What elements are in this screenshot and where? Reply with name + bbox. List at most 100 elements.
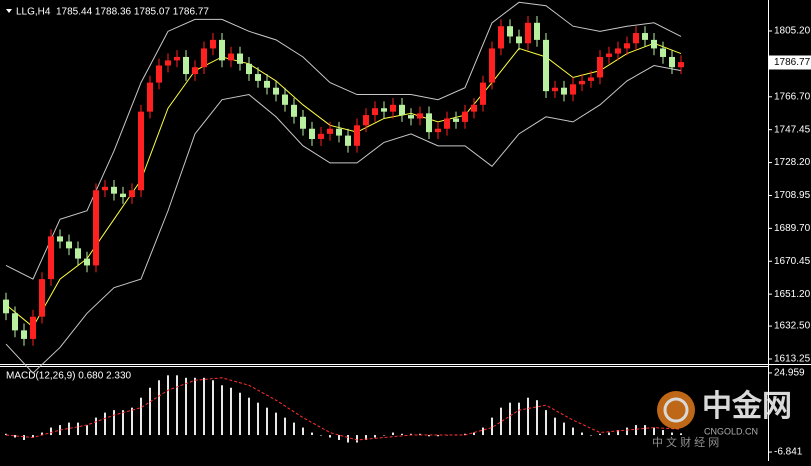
histogram-bar [383, 435, 385, 436]
histogram-bar [545, 410, 547, 436]
candle-body [336, 128, 342, 136]
candle-body [606, 53, 612, 57]
candle-body [75, 248, 81, 259]
y-tick-label: 1689.70 [774, 223, 811, 234]
site: CNGOLD.CN [704, 426, 758, 436]
candle-body [237, 53, 243, 64]
histogram-bar [14, 435, 16, 438]
candle-body [399, 104, 405, 116]
logo-mark [663, 397, 689, 423]
candle-body [660, 48, 666, 57]
candle-body [318, 133, 324, 139]
y-tick-label: 1747.45 [774, 124, 811, 135]
candle-body [507, 26, 513, 37]
histogram-bar [401, 433, 403, 436]
histogram-bar [239, 392, 241, 436]
candle-body [84, 258, 90, 266]
candle-body [381, 108, 387, 112]
candle-body [435, 128, 441, 133]
histogram-bar [95, 417, 97, 436]
histogram-bar [527, 397, 529, 436]
histogram-bar [140, 397, 142, 436]
candle-body [345, 135, 351, 146]
histogram-bar [266, 407, 268, 436]
histogram-bar [41, 432, 43, 436]
candle-body [66, 241, 72, 249]
y-tick-label: 1805.20 [774, 26, 811, 37]
y-tick-label: 1613.25 [774, 354, 811, 365]
overlay-line [5, 64, 682, 374]
histogram-bar [257, 402, 259, 436]
histogram-bar [68, 422, 70, 436]
candle-body [165, 60, 171, 66]
candle-body [3, 299, 9, 314]
histogram-bar [554, 417, 556, 436]
histogram-bar [347, 435, 349, 443]
candle-body [543, 39, 549, 92]
candle-body [516, 36, 522, 44]
histogram-bar [410, 433, 412, 436]
candle-body [489, 48, 495, 83]
candle-body [21, 330, 27, 339]
y-tick-label: 1670.45 [774, 256, 811, 267]
candle-body [354, 125, 360, 146]
histogram-bar [599, 433, 601, 436]
candle-body [102, 186, 108, 191]
histogram-bar [23, 435, 25, 441]
candle-body [30, 316, 36, 339]
price-marker [769, 55, 811, 70]
candle-body [372, 108, 378, 116]
candle-body [498, 26, 504, 49]
candle-body [534, 22, 540, 40]
histogram-bar [194, 377, 196, 436]
histogram-bar [149, 387, 151, 436]
histogram-bar [563, 422, 565, 436]
y-tick-label: -6.841 [774, 447, 803, 458]
candle-body [561, 87, 567, 95]
y-tick-label: 1632.50 [774, 321, 811, 332]
histogram-bar [122, 410, 124, 436]
histogram-bar [167, 375, 169, 436]
price-marker-label: 1786.77 [774, 57, 811, 68]
signal-line [5, 377, 682, 441]
histogram-bar [626, 427, 628, 436]
chart-subtitle: 1785.44 1788.36 1785.07 1786.77 [56, 7, 209, 18]
histogram-bar [293, 422, 295, 436]
candle-body [642, 33, 648, 40]
candle-body [588, 77, 594, 81]
candle-body [174, 56, 180, 61]
overlay-line [5, 42, 682, 328]
histogram-bar [212, 380, 214, 436]
histogram-bar [662, 430, 664, 436]
candle-body [39, 279, 45, 317]
histogram-bar [419, 433, 421, 436]
histogram-bar [275, 412, 277, 436]
histogram-bar [482, 427, 484, 436]
tagline: 中 文 财 经 网 [652, 435, 719, 449]
y-tick-label: 1708.95 [774, 190, 811, 201]
histogram-bar [203, 377, 205, 436]
histogram-bar [248, 397, 250, 436]
histogram-bar [5, 433, 7, 436]
y-tick-label: 1728.20 [774, 157, 811, 168]
histogram-bar [113, 410, 115, 436]
candle-body [183, 56, 189, 75]
histogram-bar [464, 433, 466, 436]
histogram-bar [302, 427, 304, 436]
histogram-bar [671, 432, 673, 436]
histogram-bar [356, 435, 358, 443]
candle-body [264, 80, 270, 88]
y-tick-label: 24.959 [774, 368, 805, 379]
histogram-bar [635, 425, 637, 436]
candle-body [525, 22, 531, 44]
histogram-bar [608, 432, 610, 436]
candle-body [624, 43, 630, 49]
candle-body [273, 87, 279, 95]
candle-body [309, 128, 315, 139]
histogram-bar [221, 385, 223, 436]
histogram-bar [509, 402, 511, 436]
histogram-bar [437, 435, 439, 437]
histogram-bar [518, 402, 520, 436]
candle-body [255, 74, 261, 81]
